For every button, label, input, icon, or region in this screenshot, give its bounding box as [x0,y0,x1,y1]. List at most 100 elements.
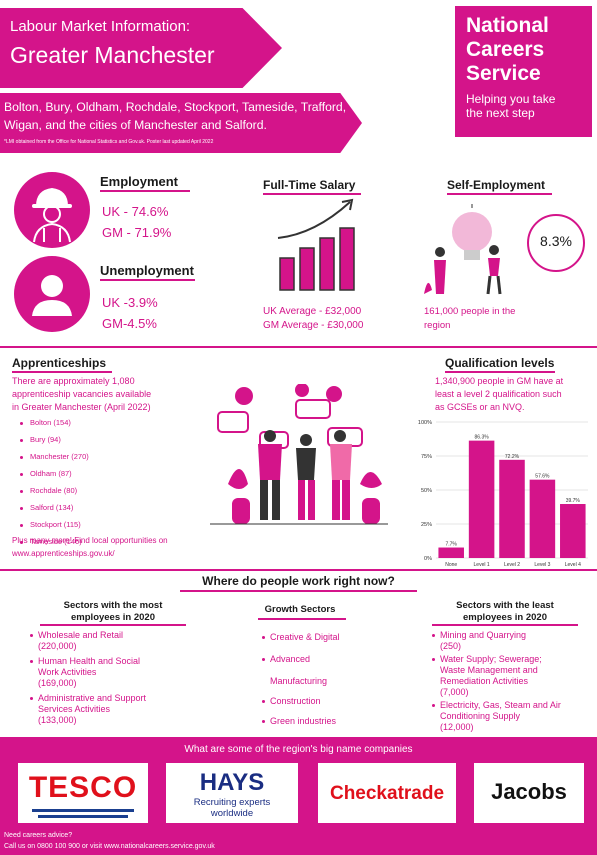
chart-y-tick: 100% [418,420,432,426]
section-divider [0,569,597,571]
qualifications-underline [445,371,555,373]
most-sector-item: Wholesale and Retail [38,630,124,640]
unemployment-gm: GM-4.5% [102,316,157,331]
self-employment-text-1: 161,000 people in the [424,306,516,317]
apprenticeship-item: Tameside (146) [30,537,82,546]
header-subtitle: Labour Market Information: [10,18,191,35]
tesco-logo-text: TESCO [28,771,138,804]
hays-sub-2: worldwide [210,808,254,819]
bullet-icon [262,700,265,703]
growth-title: Growth Sectors [264,604,336,615]
bullet-icon [432,634,435,637]
least-sector-value: (7,000) [440,687,469,697]
bullet-icon [262,658,265,661]
self-employment-title: Self-Employment [447,178,546,192]
most-sector-item: Work Activities [38,667,97,677]
unemployment-uk: UK -3.9% [102,295,158,310]
checkatrade-logo-text: Checkatrade [329,783,445,804]
least-sector-item: Electricity, Gas, Steam and Air [440,700,561,710]
companies-title: What are some of the region's big name c… [184,744,413,755]
bullet-icon [20,439,23,442]
bullet-icon [30,634,33,637]
self-employment-text-2: region [424,320,451,331]
bullet-icon [30,697,33,700]
least-sector-item: Water Supply; Sewerage; [440,654,542,664]
growth-item: Advanced [270,654,311,664]
ncs-logo-box [455,6,592,137]
apprenticeships-underline [12,371,112,373]
bullet-icon [262,720,265,723]
header-banner [0,8,282,88]
apprenticeships-title: Apprenticeships [12,356,107,370]
salary-underline [263,193,361,195]
self-employment-underline [447,193,552,195]
people-talking-illustration [200,383,390,539]
employment-uk: UK - 74.6% [102,204,169,219]
salary-growth-icon [270,198,370,303]
ncs-logo-line2: Careers [466,38,545,61]
least-sectors-title-1: Sectors with the least [456,600,554,611]
hays-logo: HAYS Recruiting experts worldwide [166,763,298,823]
unemployment-title: Unemployment [100,263,194,278]
bullet-icon [20,541,23,544]
least-sector-item: Mining and Quarrying [440,630,527,640]
employment-underline [100,190,190,192]
employment-title: Employment [100,174,179,189]
apprenticeships-intro-3: in Greater Manchester (April 2022) [12,402,151,412]
apprenticeship-item: Rochdale (80) [30,486,78,495]
chart-y-tick: 0% [424,556,432,562]
chart-x-tick: None [445,562,457,568]
qualifications-text-1: 1,340,900 people in GM have at [435,376,564,386]
chart-x-tick: Level 1 [474,562,490,568]
growth-item: Construction [270,696,321,706]
areas-band [0,93,362,153]
bullet-icon [432,658,435,661]
most-sector-value: (133,000) [38,715,77,725]
bullet-icon [20,422,23,425]
where-title: Where do people work right now? [202,574,395,588]
unemployment-underline [100,279,195,281]
most-sector-item: Administrative and Support [38,693,147,703]
checkatrade-logo: Checkatrade [318,763,456,823]
bullet-icon [20,524,23,527]
qualifications-title: Qualification levels [445,356,555,370]
chart-x-tick: Level 4 [565,562,581,568]
bullet-icon [20,456,23,459]
qualifications-chart: 0% 25% 50% 75% 100% 7.7% None 86.3% Level 1 72.2%… [418,420,588,568]
areas-line-1: Bolton, Bury, Oldham, Rochdale, Stockpor… [4,100,347,114]
chart-data-label: 7.7% [445,542,457,548]
employment-gm: GM - 71.9% [102,225,172,240]
ncs-logo-line1: National [466,14,549,37]
hays-logo-text: HAYS [199,769,265,796]
most-sector-value: (220,000) [38,641,77,651]
apprenticeships-more-1: Plus many more! Find local opportunities… [12,536,168,545]
chart-y-tick: 50% [421,488,432,494]
least-sector-item: Conditioning Supply [440,711,521,721]
chart-data-label: 39.7% [566,498,581,504]
advice-line-1: Need careers advice? [4,832,73,839]
bullet-icon [30,660,33,663]
self-employment-pct: 8.3% [540,233,572,249]
tesco-logo: TESCO [18,763,148,823]
most-sector-item: Services Activities [38,704,111,714]
chart-bar [529,479,556,558]
growth-item: Green industries [270,716,337,726]
advice-line-2: Call us on 0800 100 900 or visit www.nat… [4,843,215,850]
most-sector-item: Human Health and Social [38,656,141,666]
tesco-stripe [38,815,128,818]
bullet-icon [432,704,435,707]
section-divider [0,346,597,348]
person-icon [14,256,90,332]
apprenticeships-intro-2: apprenticeship vacancies available [12,389,152,399]
bullet-icon [20,490,23,493]
bullet-icon [20,473,23,476]
chart-bar [468,440,495,558]
bullet-icon [20,507,23,510]
least-sectors-title-2: employees in 2020 [463,612,547,623]
chart-y-tick: 75% [421,454,432,460]
chart-bar [560,504,586,558]
least-sector-value: (250) [440,641,462,651]
apprenticeship-item: Bury (94) [30,435,61,444]
least-sector-item: Waste Management and [440,665,538,675]
tesco-stripe [32,809,134,812]
